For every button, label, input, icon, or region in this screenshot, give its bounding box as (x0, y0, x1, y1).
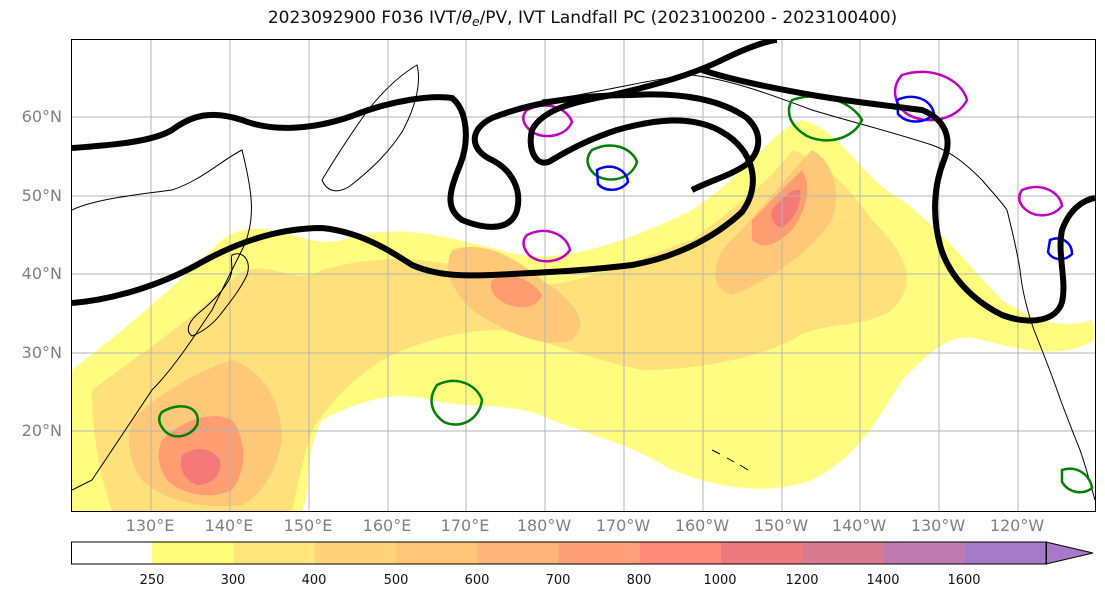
colorbar-outline (71, 541, 1047, 565)
hawaii-islands (711, 449, 749, 471)
colorbar-tick-250: 250 (139, 573, 165, 588)
colorbar-tick-400: 400 (301, 573, 327, 588)
colorbar-segment (883, 542, 966, 564)
title-subscript: e (472, 15, 480, 29)
colorbar-segment (558, 542, 641, 564)
colorbar-segment (152, 542, 234, 564)
colorbar-segment (721, 542, 803, 564)
green-contour-3 (586, 144, 639, 181)
lon-label-120w: 120°W (989, 516, 1045, 535)
lon-label-180w: 180°W (516, 516, 572, 535)
colorbar-tick-1000: 1000 (703, 573, 737, 588)
lon-label-140e: 140°E (204, 516, 254, 535)
colorbar-tick-500: 500 (383, 573, 409, 588)
map-title: 2023092900 F036 IVT/θe/PV, IVT Landfall … (0, 8, 1105, 29)
colorbar-segments (71, 542, 1047, 564)
title-prefix: 2023092900 F036 IVT/ (267, 8, 462, 28)
magenta-contour-4 (1018, 185, 1064, 217)
lon-label-150w: 150°W (753, 516, 809, 535)
lon-label-170w: 170°W (595, 516, 651, 535)
map-panel (71, 39, 1096, 512)
ivt-shading (72, 120, 1095, 511)
lon-label-160w: 160°W (674, 516, 730, 535)
lon-label-140w: 140°W (831, 516, 887, 535)
lat-label-30n: 30°N (21, 343, 62, 362)
ivt-map (72, 40, 1095, 511)
magenta-contour-3 (893, 70, 969, 122)
coastlines (72, 64, 1095, 501)
colorbar-segment (802, 542, 884, 564)
pv-contour-east (701, 67, 1095, 324)
colorbar-segment (639, 542, 722, 564)
colorbar-tick-600: 600 (464, 573, 490, 588)
pv-contour-northern (72, 91, 762, 230)
pv-contour-main (72, 40, 778, 306)
green-contour-2 (430, 379, 484, 426)
title-suffix: /PV, IVT Landfall PC (2023100200 - 20231… (479, 8, 898, 28)
lon-label-160e: 160°E (362, 516, 412, 535)
green-contour-5 (1060, 467, 1094, 494)
blue-contour-1 (595, 165, 630, 191)
lon-label-130w: 130°W (910, 516, 966, 535)
north-america-coastline (1006, 209, 1095, 501)
colorbar-segment (964, 542, 1047, 564)
alaska-coastline (541, 74, 1008, 211)
colorbar-tick-1600: 1600 (947, 573, 981, 588)
colorbar-segment (314, 542, 397, 564)
colorbar-tick-1200: 1200 (785, 573, 819, 588)
lat-label-50n: 50°N (21, 186, 62, 205)
green-contour-1 (158, 405, 199, 438)
lon-label-150e: 150°E (283, 516, 333, 535)
asia-coastline (72, 149, 252, 491)
colorbar-segment (233, 542, 316, 564)
japan-coastline (187, 253, 249, 337)
colorbar-tick-800: 800 (626, 573, 652, 588)
ivt-600-region (158, 170, 808, 496)
kamchatka-coastline (321, 64, 420, 192)
title-theta: θ (461, 8, 473, 28)
lat-label-20n: 20°N (21, 421, 62, 440)
colorbar-segment (396, 542, 478, 564)
lon-label-170e: 170°E (440, 516, 490, 535)
lat-label-60n: 60°N (21, 107, 62, 126)
colorbar-segment (477, 542, 559, 564)
pv-contours (72, 40, 1095, 324)
lat-label-40n: 40°N (21, 264, 62, 283)
graticule (72, 40, 1095, 511)
colorbar (71, 541, 1094, 565)
colorbar-tick-1400: 1400 (866, 573, 900, 588)
colorbar-tick-700: 700 (545, 573, 571, 588)
colorbar-extend-arrow (1045, 541, 1094, 565)
magenta-contour-2 (522, 229, 572, 263)
lon-label-130e: 130°E (125, 516, 175, 535)
colorbar-segment (71, 542, 153, 564)
colorbar-tick-300: 300 (220, 573, 246, 588)
